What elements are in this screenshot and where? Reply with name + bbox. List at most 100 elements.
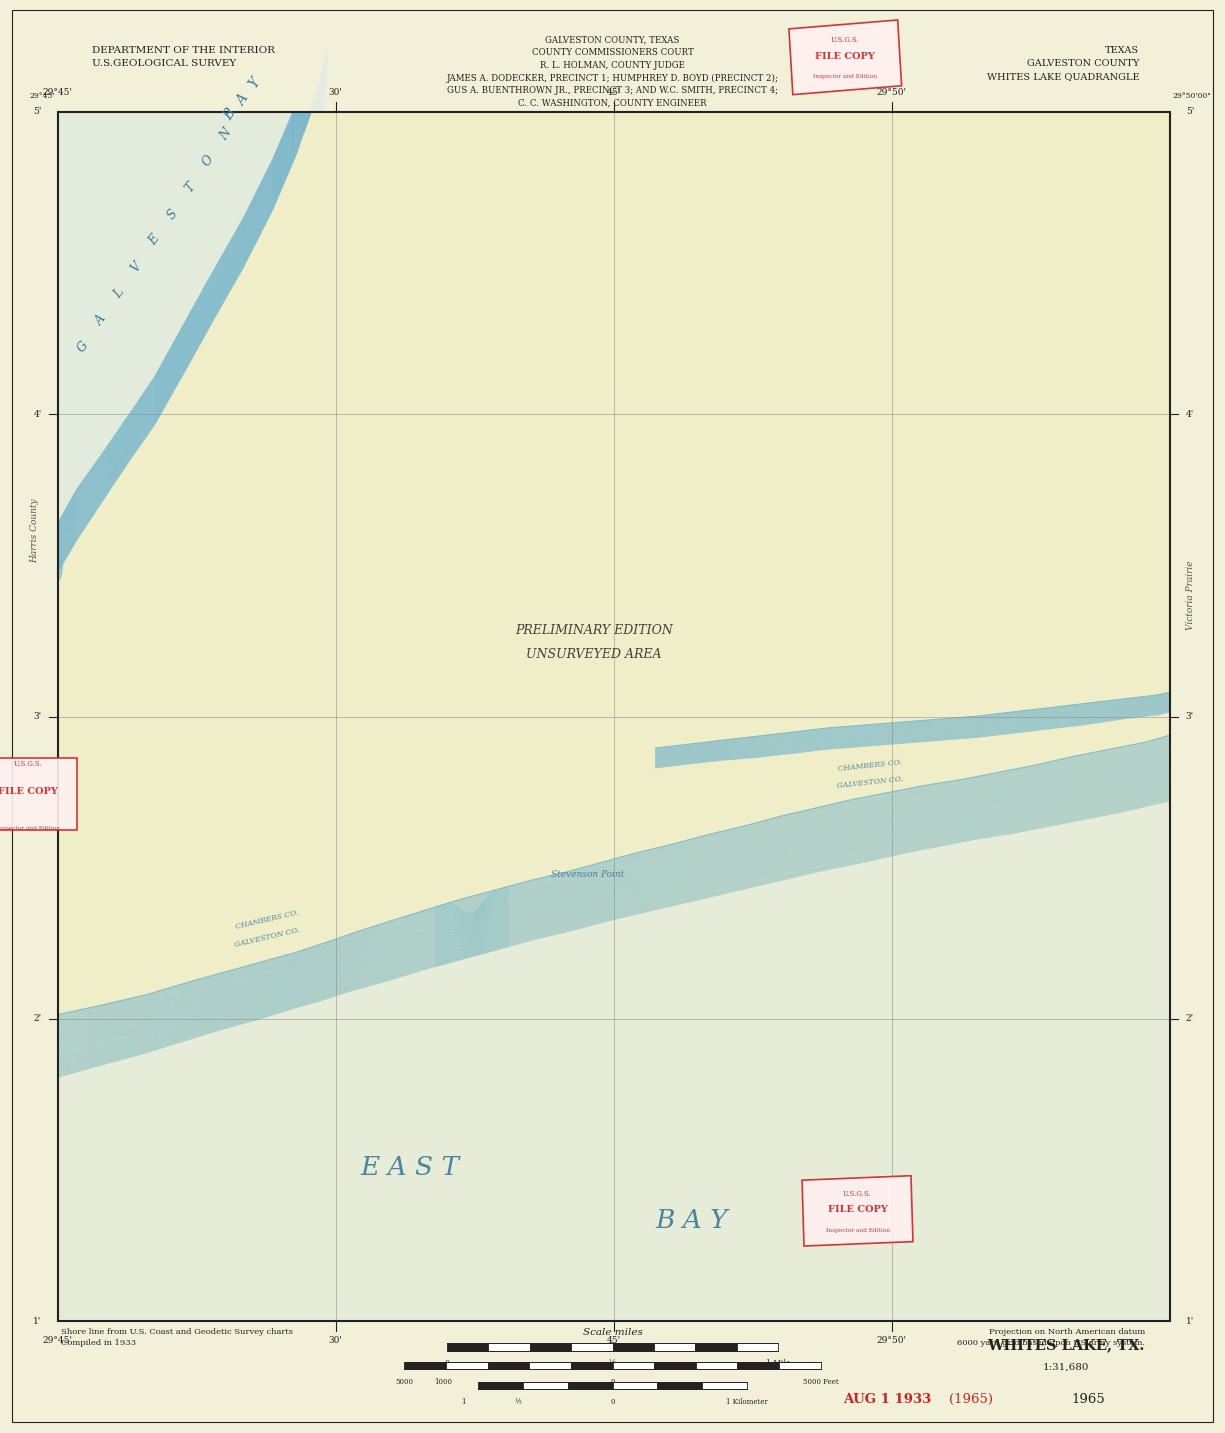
Bar [696, 1344, 736, 1350]
Text: 4': 4' [33, 410, 42, 418]
Text: U.S.G.S.: U.S.G.S. [831, 36, 860, 44]
Text: GALVESTON COUNTY, TEXAS
COUNTY COMMISSIONERS COURT
R. L. HOLMAN, COUNTY JUDGE
JA: GALVESTON COUNTY, TEXAS COUNTY COMMISSIO… [446, 36, 779, 107]
Bar [446, 1361, 488, 1370]
Text: GALVESTON CO.: GALVESTON CO. [234, 926, 300, 949]
Text: Stevenson Point: Stevenson Point [551, 870, 625, 878]
FancyBboxPatch shape [789, 20, 902, 95]
Text: 1': 1' [1186, 1317, 1194, 1326]
Bar [523, 1381, 567, 1390]
Text: Inspector and Edition: Inspector and Edition [826, 1228, 889, 1232]
Text: 0: 0 [610, 1379, 615, 1386]
Text: 1: 1 [461, 1399, 466, 1406]
Text: 1': 1' [33, 1317, 42, 1326]
Text: 1 Mile: 1 Mile [766, 1358, 790, 1367]
Text: U.S.G.S.: U.S.G.S. [843, 1189, 872, 1198]
Text: B A Y: B A Y [655, 1208, 729, 1234]
Text: 1965: 1965 [1072, 1393, 1106, 1406]
Text: 1000: 1000 [435, 1379, 452, 1386]
Text: Victoria Prairie: Victoria Prairie [1186, 560, 1196, 629]
Text: CHAMBERS CO.: CHAMBERS CO. [235, 909, 299, 931]
Text: AUG 1 1933: AUG 1 1933 [843, 1393, 931, 1406]
Text: 1:31,680: 1:31,680 [1042, 1363, 1089, 1371]
Text: N: N [217, 126, 234, 143]
Text: 45': 45' [606, 1336, 621, 1344]
Text: 3': 3' [33, 712, 42, 721]
Text: GALVESTON CO.: GALVESTON CO. [837, 775, 903, 790]
Text: 29°45': 29°45' [43, 1336, 72, 1344]
Bar [779, 1361, 821, 1370]
Text: Y: Y [246, 76, 263, 90]
Text: E A S T: E A S T [361, 1155, 459, 1181]
Text: Shore line from U.S. Coast and Geodetic Survey charts
Compiled in 1933: Shore line from U.S. Coast and Geodetic … [61, 1328, 293, 1347]
Bar [447, 1344, 489, 1350]
Text: 1 Kilometer: 1 Kilometer [726, 1399, 768, 1406]
Bar [571, 1361, 612, 1370]
Polygon shape [58, 801, 1170, 1321]
Text: A: A [234, 92, 251, 109]
Bar [696, 1361, 737, 1370]
Text: A: A [93, 312, 109, 328]
Bar [567, 1381, 612, 1390]
Text: 30': 30' [328, 1336, 343, 1344]
Bar [654, 1344, 695, 1350]
Text: 4': 4' [1186, 410, 1194, 418]
Text: 29°45': 29°45' [29, 92, 55, 100]
Text: UNSURVEYED AREA: UNSURVEYED AREA [527, 648, 662, 662]
Text: Inspector and Edition: Inspector and Edition [813, 75, 877, 79]
Text: TEXAS
GALVESTON COUNTY
WHITES LAKE QUADRANGLE: TEXAS GALVESTON COUNTY WHITES LAKE QUADR… [986, 46, 1139, 82]
Text: ½: ½ [609, 1358, 616, 1367]
Text: V: V [129, 259, 145, 275]
Text: Inspector and Edition: Inspector and Edition [0, 825, 60, 831]
Text: 5': 5' [33, 107, 42, 116]
Text: 29°50'00": 29°50'00" [1172, 92, 1212, 100]
Text: 0: 0 [610, 1399, 615, 1406]
Text: Projection on North American datum
6000 yard grid based upon US army system.: Projection on North American datum 6000 … [958, 1328, 1145, 1347]
Bar [737, 1361, 779, 1370]
FancyBboxPatch shape [802, 1175, 913, 1247]
Bar [404, 1361, 446, 1370]
Bar [58, 112, 1170, 1321]
Bar [612, 1344, 654, 1350]
Text: FILE COPY: FILE COPY [0, 787, 58, 797]
Text: 2': 2' [33, 1015, 42, 1023]
Bar [529, 1344, 571, 1350]
Text: 2': 2' [1186, 1015, 1194, 1023]
Text: 5000 Feet: 5000 Feet [802, 1379, 839, 1386]
Text: PRELIMINARY EDITION: PRELIMINARY EDITION [516, 623, 673, 638]
Bar [612, 1361, 654, 1370]
FancyBboxPatch shape [0, 758, 77, 830]
Text: CHAMBERS CO.: CHAMBERS CO. [838, 758, 902, 772]
Text: FILE COPY: FILE COPY [828, 1205, 887, 1214]
Text: 5': 5' [1186, 107, 1194, 116]
Text: S: S [164, 206, 180, 222]
Bar [488, 1361, 529, 1370]
Text: 3': 3' [1186, 712, 1194, 721]
Bar [529, 1361, 571, 1370]
Text: 5000: 5000 [396, 1379, 413, 1386]
Bar [654, 1361, 696, 1370]
Polygon shape [58, 46, 328, 590]
Text: (1965): (1965) [949, 1393, 993, 1406]
Text: FILE COPY: FILE COPY [816, 52, 875, 60]
Bar [612, 1381, 658, 1390]
Bar [571, 1344, 612, 1350]
Text: 29°50': 29°50' [877, 89, 906, 97]
Text: L: L [111, 287, 126, 301]
Text: Harris County: Harris County [29, 497, 39, 563]
Text: B: B [222, 106, 239, 123]
Bar [478, 1381, 523, 1390]
Text: 30': 30' [328, 89, 343, 97]
Polygon shape [58, 559, 62, 580]
Bar [736, 1344, 778, 1350]
Text: 29°45': 29°45' [43, 89, 72, 97]
Text: ½: ½ [514, 1399, 522, 1406]
Text: U.S.G.S.: U.S.G.S. [13, 759, 43, 768]
Text: O: O [200, 153, 216, 169]
Text: 45': 45' [606, 89, 621, 97]
Bar [58, 112, 1170, 1321]
Bar [489, 1344, 529, 1350]
Text: WHITES LAKE, TX.: WHITES LAKE, TX. [987, 1338, 1144, 1353]
Text: G: G [75, 338, 92, 355]
Text: E: E [147, 234, 162, 248]
Text: 29°50': 29°50' [877, 1336, 906, 1344]
